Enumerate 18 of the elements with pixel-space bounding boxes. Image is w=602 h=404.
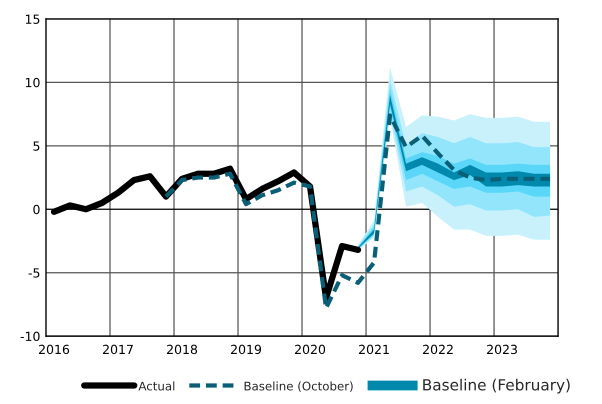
x-tick-label: 2021 <box>359 344 389 354</box>
x-tick-label: 2018 <box>167 344 198 354</box>
x-tick-label: 2017 <box>103 344 133 354</box>
line-series <box>164 113 552 310</box>
y-tick-label: 0 <box>33 204 40 214</box>
x-tick-label: 2020 <box>295 344 326 354</box>
x-tick-label: 2022 <box>423 344 453 354</box>
legend-label: Actual <box>138 381 174 391</box>
x-tick-label: 2016 <box>39 344 70 354</box>
y-tick-label: 15 <box>26 14 40 24</box>
legend-label: Baseline (October) <box>244 381 353 392</box>
x-tick-label: 2019 <box>231 344 262 354</box>
y-tick-label: -5 <box>28 268 40 278</box>
x-tick-label: 2023 <box>487 344 517 354</box>
y-tick-label: -10 <box>20 332 40 342</box>
y-tick-label: 10 <box>26 78 40 88</box>
legend-label: Baseline (February) <box>423 378 570 394</box>
y-tick-label: 5 <box>33 141 40 151</box>
